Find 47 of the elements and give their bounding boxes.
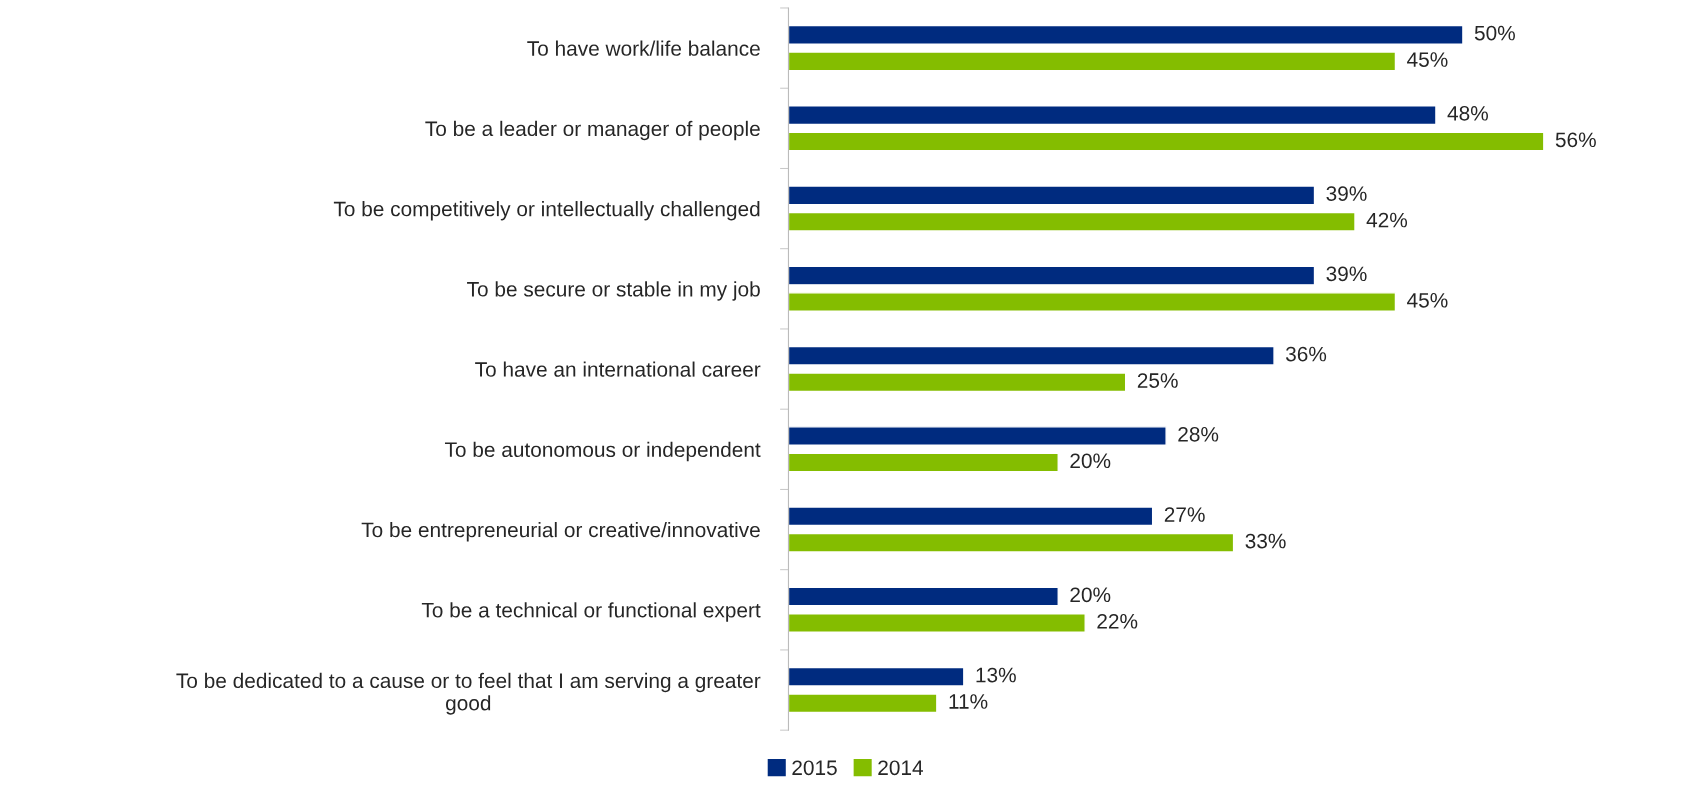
bar <box>788 613 1086 633</box>
y-tick-label: To be secure or stable in my job <box>467 281 760 301</box>
data-label: 50% <box>1474 25 1515 41</box>
data-label: 39% <box>1326 266 1367 282</box>
bar <box>788 426 1167 447</box>
bar <box>788 666 965 687</box>
bar <box>788 105 1437 126</box>
bar <box>788 506 1154 527</box>
bar <box>788 24 1464 45</box>
y-tick-label: To be competitively or intellectually challenged <box>333 201 760 221</box>
y-tick-label: To have work/life balance <box>527 40 760 56</box>
legend-label: 2014 <box>878 760 923 776</box>
data-label: 45% <box>1407 293 1448 308</box>
data-label: 28% <box>1178 426 1219 442</box>
y-tick-label: To be entrepreneurial or creative/innovative <box>361 522 760 542</box>
bar <box>788 693 938 714</box>
data-label: 45% <box>1407 52 1448 67</box>
data-label: 33% <box>1245 533 1286 549</box>
bar <box>788 265 1316 286</box>
bar <box>788 345 1275 366</box>
data-label: 48% <box>1447 105 1488 121</box>
data-label: 20% <box>1070 587 1111 603</box>
data-label: 56% <box>1555 132 1596 148</box>
data-label: 11% <box>949 694 988 709</box>
data-label: 27% <box>1164 507 1205 522</box>
y-tick-label: To be dedicated to a cause or to feel that I am serving a greater good <box>176 672 761 715</box>
legend-label: 2015 <box>792 760 837 776</box>
data-label: 42% <box>1366 212 1408 228</box>
data-label: 25% <box>1137 373 1178 388</box>
bar <box>788 532 1235 553</box>
data-label: 13% <box>976 667 1016 683</box>
data-label: 20% <box>1070 453 1111 469</box>
bar <box>788 211 1356 232</box>
data-label: 22% <box>1097 613 1138 629</box>
bar <box>788 185 1316 206</box>
bar <box>788 131 1545 152</box>
bar <box>788 452 1059 473</box>
y-tick-label: To have an international career <box>475 361 761 377</box>
y-tick-label: To be a leader or manager of people <box>425 120 760 141</box>
data-label: 39% <box>1326 186 1367 201</box>
bar <box>788 51 1397 72</box>
y-tick-label: To be autonomous or independent <box>444 441 761 462</box>
bar <box>788 586 1059 607</box>
y-tick-label: To be a technical or functional expert <box>421 602 761 622</box>
bar <box>788 372 1127 393</box>
bar <box>788 292 1397 312</box>
data-label: 36% <box>1285 346 1327 362</box>
